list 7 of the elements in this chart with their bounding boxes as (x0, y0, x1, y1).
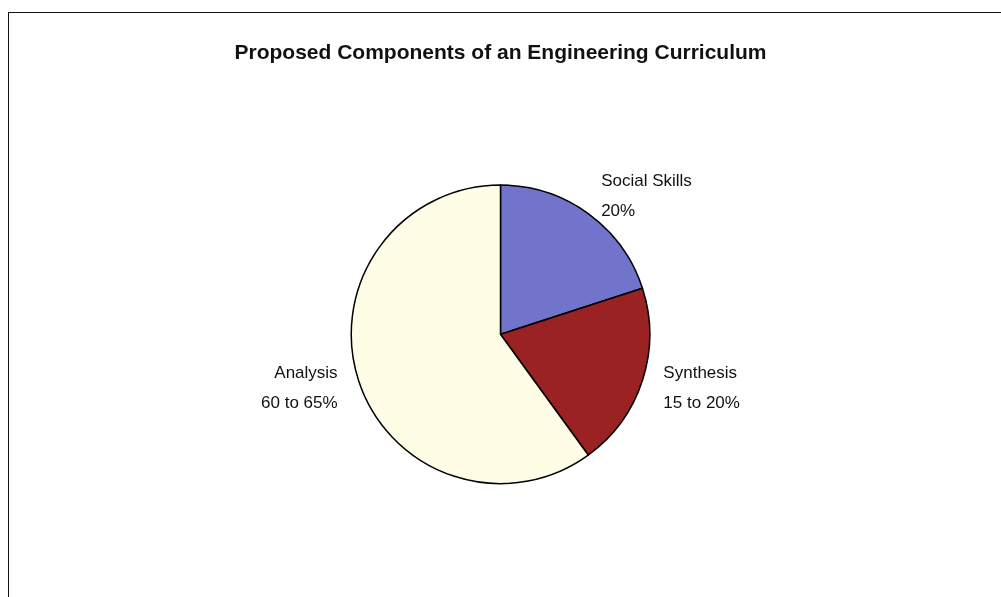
slice-label: Synthesis (663, 362, 738, 382)
data-label: 20% (601, 201, 636, 221)
data-label: 15 to 20% (663, 392, 740, 412)
data-label: 60 to 65% (261, 392, 338, 412)
chart-title: Proposed Components of an Engineering Curriculum (234, 40, 767, 63)
slice-label: Social Skills (601, 171, 692, 191)
slice-label: Analysis (274, 362, 338, 382)
